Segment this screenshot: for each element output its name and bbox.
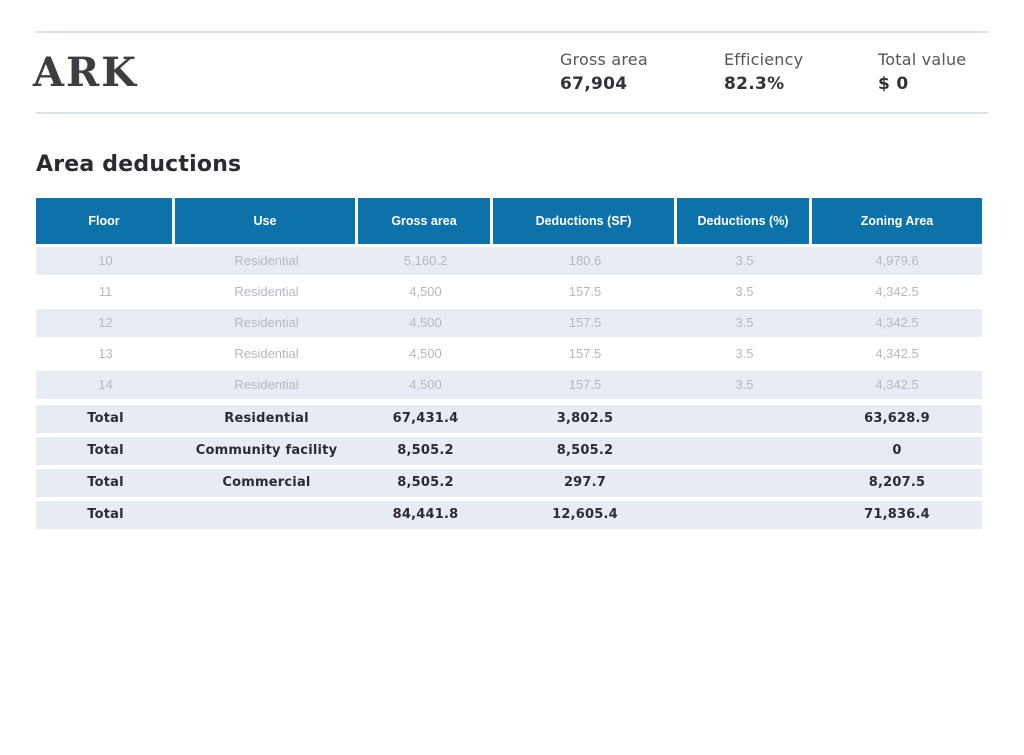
cell-use: Commercial [175,469,358,497]
cell-gross-area: 4,500 [409,284,442,299]
table-row: 14 Residential 4,500 157.5 3.5 4,342.5 [36,369,982,400]
app-header: ARK Gross area 67,904 Efficiency 82.3% T… [0,33,1024,112]
total-row-residential: Total Residential 67,431.4 3,802.5 63,62… [36,405,982,433]
cell-deductions-sf: 157.5 [568,284,602,299]
cell-use: Residential [234,284,299,299]
cell-floor: 13 [98,346,113,361]
column-header-deductions-sf: Deductions (SF) [493,198,677,244]
cell-zoning-area: 8,207.5 [812,469,982,497]
table-row: 10 Residential 5,160.2 180.6 3.5 4,979.6 [36,245,982,276]
cell-zoning-area: 4,342.5 [812,309,982,337]
cell-zoning-area: 0 [812,437,982,465]
cell-deductions-sf: 3,802.5 [493,405,677,433]
cell-use: Residential [175,247,358,275]
column-header-floor: Floor [36,198,175,244]
page-title: Area deductions [36,152,242,177]
stat-efficiency: Efficiency 82.3% [724,50,803,94]
stat-value: 67,904 [560,74,628,94]
column-header-use: Use [175,198,358,244]
cell-gross-area: 4,500 [358,309,493,337]
cell-deductions-pct: 3.5 [677,309,812,337]
cell-deductions-sf: 157.5 [493,309,677,337]
cell-deductions-pct: 3.5 [677,371,812,399]
table-body: 10 Residential 5,160.2 180.6 3.5 4,979.6… [36,245,982,400]
cell-zoning-area: 4,342.5 [875,284,919,299]
total-row-commercial: Total Commercial 8,505.2 297.7 8,207.5 [36,469,982,497]
cell-total-label: Total [36,437,175,465]
cell-gross-area: 4,500 [358,371,493,399]
cell-zoning-area: 4,979.6 [812,247,982,275]
column-header-deductions-pct: Deductions (%) [677,198,812,244]
stat-label: Total value [878,50,967,69]
stat-gross-area: Gross area 67,904 [560,50,648,94]
cell-zoning-area: 4,342.5 [875,346,919,361]
cell-floor: 12 [36,309,175,337]
cell-gross-area: 8,505.2 [358,469,493,497]
ark-logo[interactable]: ARK [33,49,139,96]
table-header-row: Floor Use Gross area Deductions (SF) Ded… [36,198,982,244]
divider-header [36,112,988,114]
cell-use: Residential [175,309,358,337]
main-content: Area deductions Floor Use Gross area Ded… [0,152,1024,529]
cell-deductions-sf: 8,505.2 [493,437,677,465]
cell-deductions-sf: 157.5 [493,371,677,399]
stat-value: 82.3% [724,74,785,94]
cell-use: Residential [175,371,358,399]
cell-deductions-pct: 3.5 [677,247,812,275]
total-row-grand: Total 84,441.8 12,605.4 71,836.4 [36,501,982,529]
cell-deductions-sf: 180.6 [493,247,677,275]
stat-value: $ 0 [878,74,909,94]
cell-floor: 10 [36,247,175,275]
page: ARK Gross area 67,904 Efficiency 82.3% T… [0,31,1024,755]
stat-label: Gross area [560,50,648,69]
cell-deductions-sf: 157.5 [568,346,602,361]
cell-deductions-pct: 3.5 [735,284,754,299]
cell-total-label: Total [36,501,175,529]
cell-gross-area: 8,505.2 [358,437,493,465]
cell-gross-area: 84,441.8 [358,501,493,529]
cell-zoning-area: 4,342.5 [812,371,982,399]
stat-label: Efficiency [724,50,804,69]
area-deductions-table: Floor Use Gross area Deductions (SF) Ded… [36,198,982,529]
cell-floor: 14 [36,371,175,399]
total-row-community-facility: Total Community facility 8,505.2 8,505.2… [36,437,982,465]
cell-use [175,501,358,529]
divider-top [36,31,988,33]
cell-deductions-sf: 12,605.4 [493,501,677,529]
column-header-gross-area: Gross area [358,198,493,244]
cell-zoning-area: 71,836.4 [812,501,982,529]
cell-gross-area: 4,500 [409,346,442,361]
cell-total-label: Total [36,405,175,433]
cell-use: Residential [234,346,299,361]
cell-use: Community facility [175,437,358,465]
cell-deductions-pct: 3.5 [735,346,754,361]
table-row: 13 Residential 4,500 157.5 3.5 4,342.5 [36,338,982,369]
cell-zoning-area: 63,628.9 [812,405,982,433]
table-row: 12 Residential 4,500 157.5 3.5 4,342.5 [36,307,982,338]
table-totals: Total Residential 67,431.4 3,802.5 63,62… [36,405,982,529]
cell-total-label: Total [36,469,175,497]
cell-deductions-pct [677,437,812,465]
cell-deductions-sf: 297.7 [493,469,677,497]
stat-total-value: Total value $ 0 [878,50,966,94]
cell-deductions-pct [677,405,812,433]
column-header-zoning-area: Zoning Area [812,198,982,244]
cell-floor: 11 [98,284,113,299]
cell-deductions-pct [677,501,812,529]
cell-gross-area: 5,160.2 [358,247,493,275]
table-row: 11 Residential 4,500 157.5 3.5 4,342.5 [36,276,982,307]
cell-use: Residential [175,405,358,433]
cell-deductions-pct [677,469,812,497]
cell-gross-area: 67,431.4 [358,405,493,433]
